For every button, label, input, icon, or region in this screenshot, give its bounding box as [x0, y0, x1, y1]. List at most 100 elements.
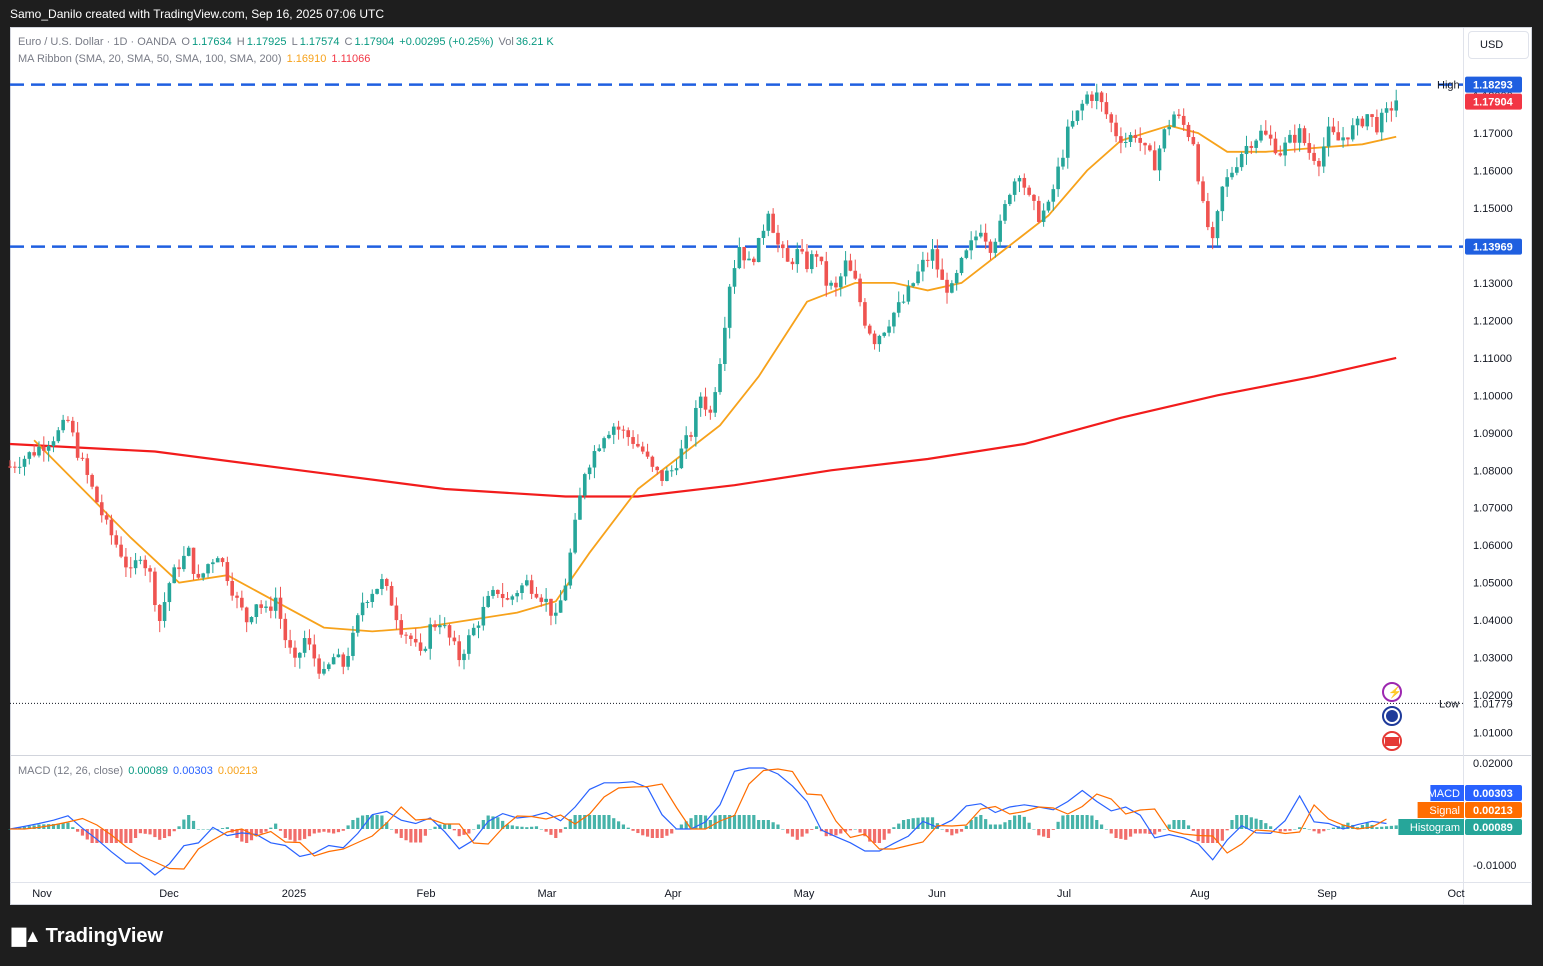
macd-histogram-bar	[196, 829, 200, 830]
macd-histogram-bar	[588, 815, 592, 829]
price-tick-label: 1.10000	[1473, 390, 1513, 402]
time-axis-label: Jun	[928, 888, 946, 900]
candle-body	[1080, 103, 1085, 111]
macd-histogram-bar	[969, 820, 973, 829]
low-label: L	[291, 36, 298, 48]
candle-body	[911, 283, 916, 287]
macd-histogram-bar	[897, 823, 901, 829]
candle-body	[351, 632, 355, 656]
candle-body	[983, 232, 988, 242]
candle-body	[157, 605, 162, 622]
candle-body	[365, 601, 370, 603]
macd-histogram-bar	[385, 822, 389, 829]
candle-body	[95, 486, 99, 503]
tradingview-logo[interactable]: ▇▲ TradingView	[12, 925, 163, 948]
candle-body	[1302, 128, 1307, 144]
macd-histogram-bar	[723, 815, 727, 829]
macd-badge-label: Histogram	[1410, 822, 1460, 834]
macd-histogram-bar	[612, 818, 616, 829]
time-axis-label: Sep	[1317, 888, 1337, 900]
macd-histogram-bar	[32, 825, 36, 829]
macd-histogram-bar	[1162, 829, 1166, 830]
candle-body	[336, 654, 341, 658]
macd-histogram-bar	[525, 827, 529, 829]
macd-histogram-bar	[414, 829, 418, 843]
macd-histogram-bar	[1167, 824, 1171, 829]
macd-histogram-bar	[757, 820, 761, 829]
macd-histogram-bar	[428, 829, 432, 830]
low-value: 1.17574	[299, 36, 340, 48]
macd-histogram-bar	[322, 829, 326, 832]
macd-tick-label: -0.01000	[1473, 860, 1516, 872]
candle-body	[1128, 134, 1133, 142]
macd-badge	[1465, 785, 1522, 801]
macd-histogram-bar	[1066, 815, 1070, 829]
macd-histogram-bar	[901, 820, 906, 829]
macd-histogram-bar	[1008, 820, 1012, 829]
candle-body	[22, 458, 27, 467]
macd-histogram-bar	[394, 829, 398, 834]
macd-histogram-bar	[554, 829, 558, 838]
candle-body	[1177, 114, 1181, 116]
candle-body	[800, 249, 804, 252]
time-axis-label: Jul	[1057, 888, 1071, 900]
macd-histogram-bar	[786, 829, 790, 834]
candle-body	[423, 648, 428, 651]
candle-body	[70, 420, 75, 433]
macd-histogram-bar	[341, 829, 345, 831]
macd-histogram-bar	[1148, 829, 1152, 834]
macd-histogram-bar	[1061, 815, 1065, 829]
macd-histogram-bar	[549, 829, 553, 835]
candle-body	[240, 597, 244, 608]
macd-histogram-bar	[288, 829, 292, 840]
macd-histogram-bar	[206, 829, 210, 830]
candle-body	[582, 474, 587, 496]
macd-histogram-bar	[447, 824, 452, 829]
macd-histogram-bar	[868, 829, 872, 842]
candle-body	[201, 573, 205, 578]
macd-histogram-bar	[80, 829, 85, 836]
candle-body	[42, 446, 46, 451]
candle-body	[259, 604, 263, 608]
candle-body	[384, 579, 389, 587]
candle-body	[481, 606, 486, 626]
price-tick-label: 1.04000	[1473, 615, 1513, 627]
macd-badge-label: Signal	[1429, 805, 1460, 817]
candle-body	[90, 474, 94, 487]
candle-body	[853, 270, 858, 279]
candle-body	[756, 237, 761, 263]
ma-slow-value: 1.11066	[331, 53, 371, 65]
macd-histogram-bar	[771, 822, 775, 829]
candle-body	[471, 627, 476, 636]
candle-body	[298, 652, 302, 658]
candle-body	[916, 271, 920, 284]
macd-histogram-bar	[187, 815, 191, 829]
candle-body	[597, 448, 602, 452]
macd-histogram-bar	[964, 825, 968, 829]
macd-histogram-bar	[684, 821, 688, 829]
macd-histogram-bar	[1244, 815, 1249, 829]
candle-body	[626, 430, 631, 438]
macd-histogram-bar	[1128, 829, 1133, 837]
currency-button[interactable]: USD	[1468, 31, 1529, 59]
candle-body	[46, 445, 51, 451]
candle-body	[491, 589, 495, 596]
macd-histogram-bar	[1394, 825, 1398, 829]
candle-body	[317, 658, 321, 674]
macd-legend-value: 0.00303	[173, 765, 213, 777]
candle-body	[1317, 160, 1321, 167]
candle-body	[940, 269, 944, 280]
candle-body	[887, 326, 891, 333]
macd-histogram-bar	[539, 829, 543, 830]
candle-body	[496, 589, 500, 594]
candle-body	[1355, 118, 1360, 126]
macd-histogram-bar	[293, 829, 297, 842]
candle-body	[1326, 126, 1331, 147]
macd-histogram-bar	[153, 829, 157, 838]
macd-histogram-bar	[853, 829, 857, 830]
candle-body	[925, 259, 930, 261]
candle-body	[85, 458, 90, 475]
macd-histogram-bar	[1331, 827, 1336, 829]
candle-body	[114, 535, 119, 545]
